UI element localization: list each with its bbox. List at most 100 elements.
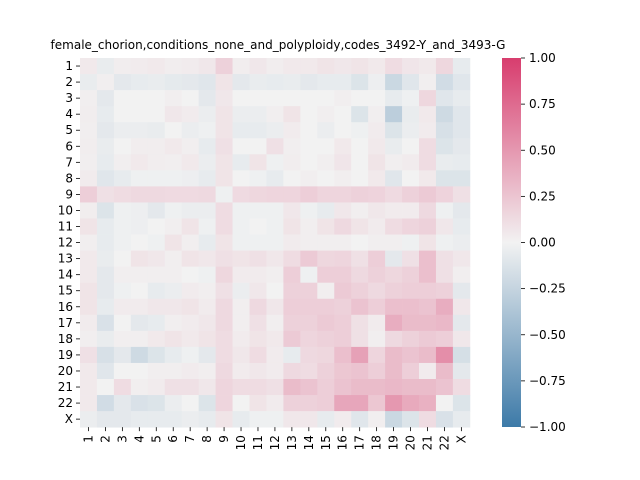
heatmap-cell [266,122,284,139]
heatmap-cell [215,362,233,380]
y-tick-label: 15 [58,284,73,298]
heatmap-cell [80,266,98,284]
y-tick-label: 6 [65,139,73,153]
heatmap-cell [232,411,250,428]
heatmap-cell [130,411,149,428]
heatmap-cell [435,395,454,412]
heatmap-cell [368,314,386,332]
heatmap-cell [317,250,335,268]
x-tick-label: X [454,435,468,443]
heatmap-cell [249,330,267,348]
heatmap-cell [96,218,115,235]
heatmap-cell [181,138,200,155]
heatmap-cell [232,122,250,139]
heatmap-cell [419,330,437,348]
heatmap-cell [300,346,318,364]
heatmap-cell [215,250,233,268]
heatmap-cell [351,90,369,107]
heatmap-cell [181,379,200,396]
heatmap-cell [249,395,267,412]
heatmap-cell [249,202,267,219]
heatmap-cell [147,346,166,364]
heatmap-cell [130,330,149,348]
y-tick-label: 21 [58,380,73,394]
heatmap-cell [181,314,200,332]
heatmap-cell [385,411,403,428]
heatmap-cell [419,58,437,75]
heatmap-cell [300,379,318,396]
heatmap-cell [96,379,115,396]
heatmap-cell [130,106,149,123]
heatmap-cell [317,234,335,251]
heatmap-cell [181,234,200,251]
heatmap-cell [351,346,369,364]
heatmap-cell [266,266,284,284]
heatmap-cell [334,250,352,268]
heatmap-cell [435,282,454,300]
heatmap-cell [147,218,166,235]
heatmap-cell [80,106,98,123]
heatmap-cell [113,379,132,396]
heatmap-cell [147,395,166,412]
heatmap-cell [368,90,386,107]
heatmap-cell [435,106,454,123]
heatmap-cell [300,250,318,268]
heatmap-cell [80,58,98,75]
heatmap-cell [147,154,166,171]
heatmap-cell [317,90,335,107]
heatmap-cell [368,234,386,251]
heatmap-cell [334,90,352,107]
heatmap-cell [300,122,318,139]
heatmap-cell [452,106,471,123]
heatmap-cell [198,90,216,107]
heatmap-cell [198,330,216,348]
heatmap-cell [198,74,216,91]
heatmap-cell [283,411,301,428]
heatmap-cell [96,346,115,364]
heatmap-cell [435,266,454,284]
x-tick-label: 12 [268,435,282,450]
heatmap-cell [198,282,216,300]
x-tick-label: 14 [302,435,316,450]
heatmap-cell [198,346,216,364]
heatmap-cell [334,234,352,251]
heatmap-cell [130,202,149,219]
heatmap-cell [419,138,437,155]
heatmap-cell [452,74,471,91]
heatmap-cell [164,250,183,268]
heatmap-cell [368,298,386,316]
heatmap-cell [181,170,200,187]
heatmap-cell [130,138,149,155]
heatmap-cell [385,346,403,364]
heatmap-cell [232,202,250,219]
heatmap-cell [164,202,183,219]
heatmap-cell [96,90,115,107]
heatmap-cell [266,346,284,364]
heatmap-cell [368,250,386,268]
heatmap-cell [96,330,115,348]
colorbar-tick-label: −0.50 [529,328,566,342]
x-tick-label: 17 [353,435,367,450]
colorbar-tick-label: 1.00 [529,51,556,65]
heatmap-cell [368,122,386,139]
heatmap-cell [232,154,250,171]
y-tick-label: 20 [58,364,73,378]
heatmap-cell [385,74,403,91]
heatmap-cell [198,298,216,316]
heatmap-cell [164,395,183,412]
heatmap-cell [164,154,183,171]
heatmap-cell [283,202,301,219]
heatmap-cell [351,314,369,332]
heatmap-cell [419,170,437,187]
heatmap-cell [198,58,216,75]
heatmap-cell [334,362,352,380]
heatmap-cell [198,218,216,235]
y-tick-label: 5 [65,123,73,137]
heatmap-cell [317,106,335,123]
heatmap-cell [130,170,149,187]
heatmap-cell [402,138,420,155]
heatmap-cell [419,74,437,91]
heatmap-cell [435,218,454,235]
heatmap-cell [147,202,166,219]
heatmap-cell [96,362,115,380]
